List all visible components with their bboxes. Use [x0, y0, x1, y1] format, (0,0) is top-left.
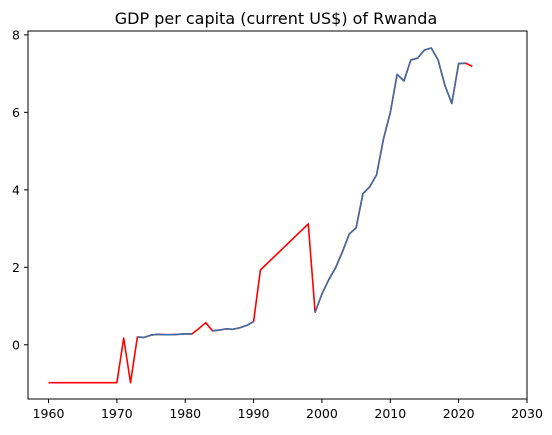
chart-title: GDP per capita (current US$) of Rwanda — [115, 9, 438, 28]
series-1-line-segment-2 — [314, 47, 466, 313]
plot-frame — [27, 30, 528, 400]
series-1-line-segment-0 — [137, 333, 193, 339]
x-tick-label: 2010 — [374, 406, 406, 421]
y-axis: 0 2 4 6 8 — [12, 27, 28, 352]
plot-area — [48, 47, 473, 384]
x-tick-label: 1960 — [33, 406, 65, 421]
y-tick-label: 2 — [12, 260, 20, 275]
y-tick-label: 4 — [12, 182, 20, 197]
x-tick-label: 2000 — [306, 406, 338, 421]
y-tick-label: 6 — [12, 105, 20, 120]
x-tick-label: 2030 — [511, 406, 543, 421]
x-tick-label: 2020 — [443, 406, 475, 421]
y-tick-label: 8 — [12, 27, 20, 42]
series-1-line-segment-1 — [212, 320, 254, 332]
x-tick-label: 1990 — [238, 406, 270, 421]
y-tick-label: 0 — [12, 337, 20, 352]
series-0-line — [48, 47, 473, 384]
x-axis: 1960 1970 1980 1990 2000 2010 2020 2030 — [33, 399, 543, 421]
x-tick-label: 1980 — [169, 406, 201, 421]
x-tick-label: 1970 — [101, 406, 133, 421]
